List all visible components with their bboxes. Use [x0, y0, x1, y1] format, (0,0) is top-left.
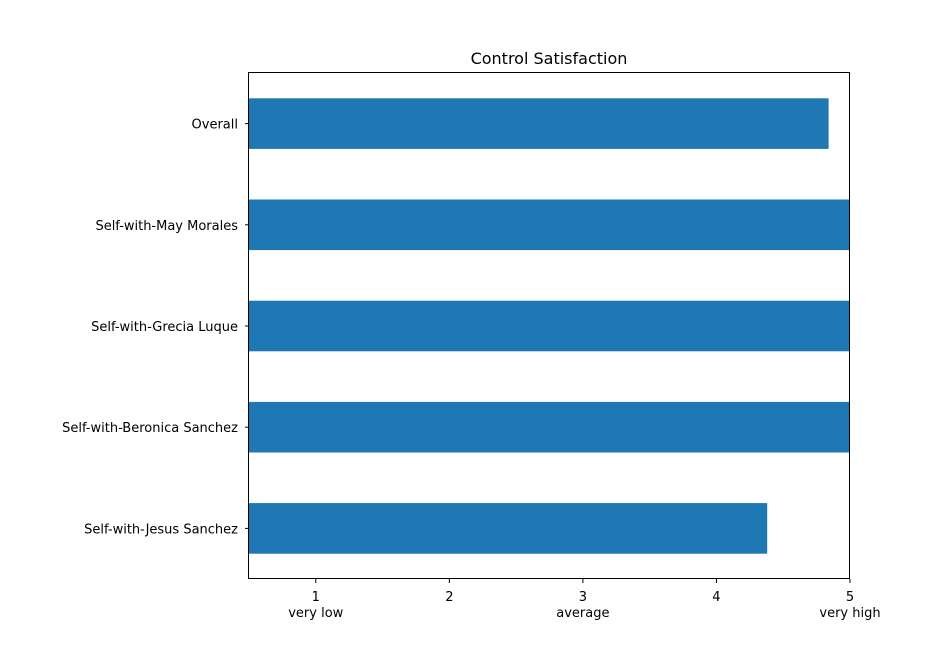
y-tick-label: Self-with-Grecia Luque: [91, 320, 238, 335]
x-tick-sublabel: very high: [819, 606, 880, 621]
y-tick-label: Self-with-May Morales: [95, 219, 238, 234]
x-tick-sublabel: average: [556, 606, 609, 621]
x-tick-sublabel: very low: [288, 606, 343, 621]
bar: [249, 98, 829, 149]
x-tick-label: 3: [579, 590, 587, 605]
y-tick-label: Overall: [192, 118, 238, 133]
y-tick-label: Self-with-Jesus Sanchez: [84, 522, 238, 537]
y-tick-label: Self-with-Beronica Sanchez: [62, 421, 238, 436]
bar: [249, 300, 850, 352]
x-tick-label: 5: [846, 590, 854, 605]
chart-title: Control Satisfaction: [471, 49, 628, 68]
bar: [249, 503, 768, 554]
bars-group: [249, 98, 850, 554]
bar: [249, 199, 850, 251]
y-axis-ticks: Overall Self-with-May Morales Self-with-Gr…: [62, 118, 249, 537]
bar: [249, 401, 850, 453]
x-tick-label: 4: [712, 590, 720, 605]
x-tick-label: 2: [445, 590, 453, 605]
plot-frame: [248, 72, 850, 579]
x-tick-label: 1: [312, 590, 320, 605]
x-axis-ticks: 1 2 3 4 5 very low average very high: [288, 579, 881, 621]
